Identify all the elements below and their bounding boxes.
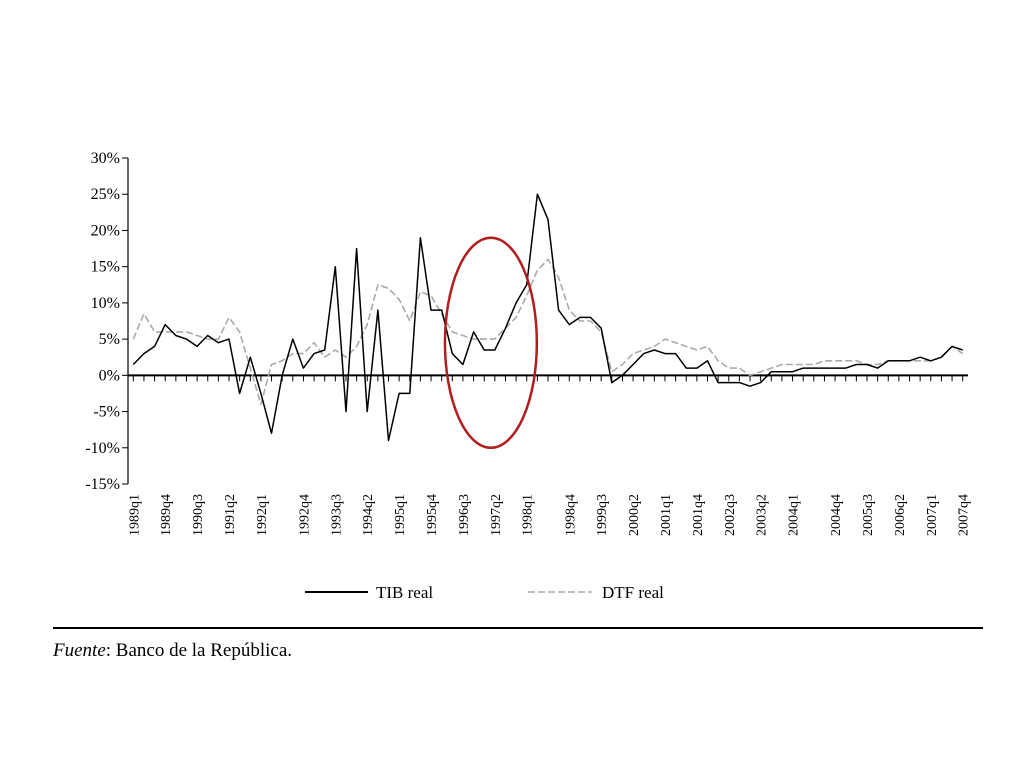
x-tick-label: 1989q4 (159, 494, 174, 536)
x-tick-label: 2005q3 (861, 494, 876, 536)
x-tick-label: 2004q4 (829, 494, 844, 536)
x-tick-label: 2006q2 (893, 494, 908, 536)
y-tick-label: -15% (85, 476, 120, 493)
x-tick-label: 1993q3 (329, 494, 344, 536)
x-tick-label: 1995q4 (425, 494, 440, 536)
x-tick-label: 1995q1 (393, 494, 408, 536)
x-tick-label: 1997q2 (489, 494, 504, 536)
x-tick-label: 1996q3 (457, 494, 472, 536)
source-prefix: Fuente (53, 640, 106, 661)
x-tick-label: 1992q4 (297, 494, 312, 536)
legend-label-dtf-real: DTF real (602, 583, 664, 602)
x-tick-label: 2001q4 (691, 494, 706, 536)
series-layer (132, 193, 964, 442)
x-tick-label: 1990q3 (191, 494, 206, 536)
x-tick-label: 1998q1 (521, 494, 536, 536)
x-tick-label: 2007q1 (925, 494, 940, 536)
x-tick-label: 2000q2 (627, 494, 642, 536)
y-tick-label: -5% (93, 404, 120, 421)
y-tick-label: 0% (99, 367, 120, 384)
source-text: : Banco de la República. (105, 640, 293, 661)
x-tick-label: 2004q1 (787, 494, 802, 536)
x-tick-label: 2007q4 (957, 494, 972, 536)
x-tick-label: 1998q4 (563, 494, 578, 536)
legend: TIB real DTF real (305, 583, 664, 602)
y-tick-label: 15% (91, 259, 120, 276)
x-tick-label: 1999q3 (595, 494, 610, 536)
series-line-dtf-real (132, 258, 964, 406)
y-tick-label: 25% (91, 186, 120, 203)
x-tick-label: 2002q3 (723, 494, 738, 536)
highlight-ellipse (443, 236, 539, 450)
x-tick-label: 2003q2 (755, 494, 770, 536)
x-tick-label: 1994q2 (361, 494, 376, 536)
source-note: Fuente: Banco de la República. (53, 640, 292, 662)
y-tick-label: -10% (85, 440, 120, 457)
x-tick-label: 1989q1 (127, 494, 142, 536)
y-tick-label: 10% (91, 295, 120, 312)
footer-rule (53, 627, 983, 629)
series-line-tib-real (132, 193, 963, 442)
y-tick-label: 30% (91, 150, 120, 167)
axes: 30% 25% 20% 15% 10% 5% 0% -5% -10% -15% 1989q1 1989… (85, 150, 971, 536)
x-tick-label: 1992q1 (255, 494, 270, 536)
x-tick-label: 2001q1 (659, 494, 674, 536)
x-tick-label: 1991q2 (223, 494, 238, 536)
legend-label-tib-real: TIB real (376, 583, 433, 602)
y-tick-label: 20% (91, 222, 120, 239)
annotation-layer (443, 236, 539, 450)
y-tick-label: 5% (99, 331, 120, 348)
